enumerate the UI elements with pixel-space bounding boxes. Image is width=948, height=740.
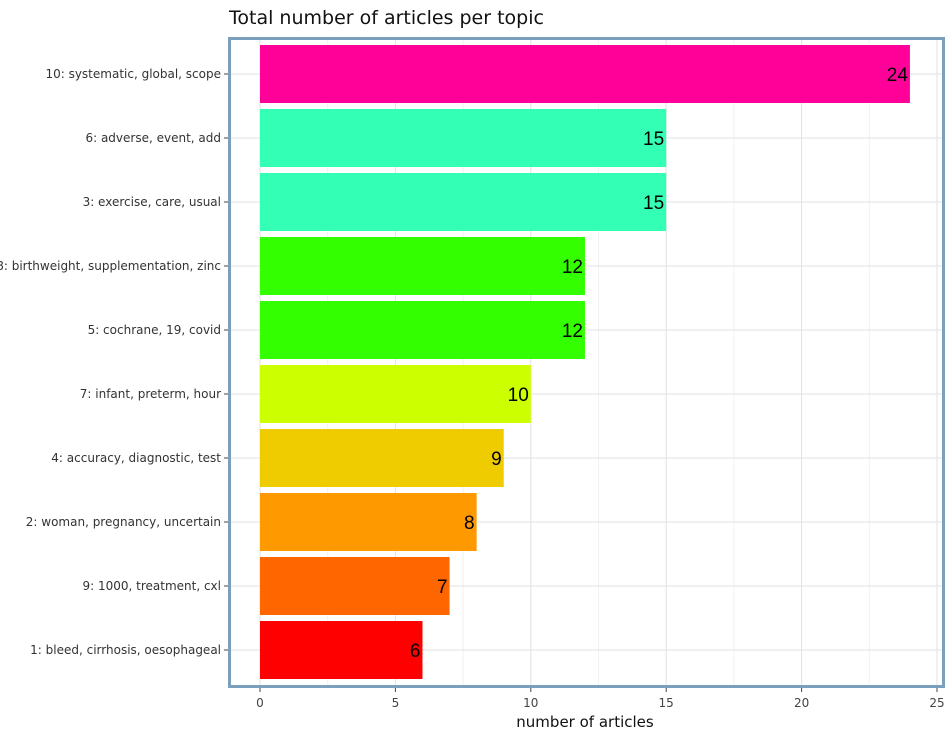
category-label: 4: accuracy, diagnostic, test	[51, 451, 221, 465]
category-label: 2: woman, pregnancy, uncertain	[26, 515, 221, 529]
x-tick-label: 0	[256, 696, 264, 710]
bar-value-label: 7	[437, 577, 448, 598]
bar	[260, 109, 667, 167]
bar-value-label: 12	[562, 321, 583, 342]
x-tick-label: 20	[794, 696, 809, 710]
bar-value-label: 10	[508, 385, 529, 406]
bar-value-label: 6	[410, 641, 421, 662]
bars	[260, 45, 910, 679]
panel-border	[228, 37, 945, 688]
bar-value-label: 9	[491, 449, 502, 470]
bar	[260, 493, 477, 551]
x-tick-label: 10	[523, 696, 538, 710]
y-axis-labels: 10: systematic, global, scope 6: adverse,…	[0, 67, 228, 657]
bar	[260, 173, 667, 231]
bar-value-label: 15	[643, 129, 664, 150]
x-tick-label: 25	[929, 696, 944, 710]
category-label: 8: birthweight, supplementation, zinc	[0, 259, 221, 273]
category-label: 7: infant, preterm, hour	[80, 387, 221, 401]
bar	[260, 365, 531, 423]
x-tick-label: 15	[659, 696, 674, 710]
category-label: 10: systematic, global, scope	[45, 67, 221, 81]
bar	[260, 557, 450, 615]
bar-value-label: 12	[562, 257, 583, 278]
category-label: 1: bleed, cirrhosis, oesophageal	[30, 643, 221, 657]
category-label: 3: exercise, care, usual	[83, 195, 221, 209]
bar-value-label: 15	[643, 193, 664, 214]
category-label: 6: adverse, event, add	[85, 131, 221, 145]
chart-title: Total number of articles per topic	[228, 7, 544, 29]
bar-value-label: 8	[464, 513, 475, 534]
data-labels: 24 15 15 12 12 10 9 8 7 6	[410, 65, 908, 662]
bar	[260, 621, 423, 679]
bar	[260, 45, 910, 103]
x-tick-label: 5	[392, 696, 400, 710]
category-label: 9: 1000, treatment, cxl	[82, 579, 221, 593]
bar	[260, 429, 504, 487]
bar	[260, 237, 585, 295]
category-label: 5: cochrane, 19, covid	[88, 323, 221, 337]
x-axis-title: number of articles	[516, 713, 654, 731]
bar-value-label: 24	[887, 65, 909, 86]
bar	[260, 301, 585, 359]
x-axis-ticks: 0 5 10 15 20 25	[256, 687, 945, 710]
